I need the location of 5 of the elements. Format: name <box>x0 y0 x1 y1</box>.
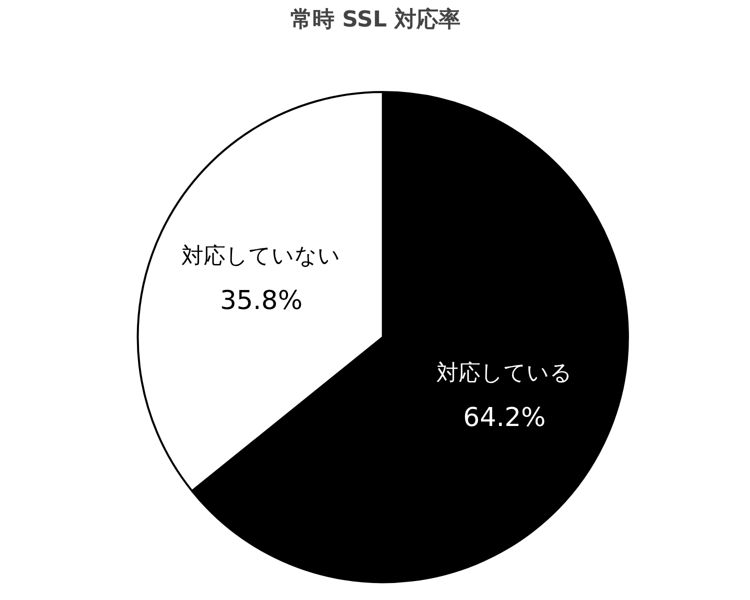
data-label: 64.2% <box>463 402 546 433</box>
slice-label: 対応している <box>436 360 572 386</box>
chart-title: 常時 SSL 対応率 <box>290 6 461 32</box>
slice-label: 対応していない <box>182 244 341 269</box>
data-label: 35.8% <box>220 286 303 316</box>
